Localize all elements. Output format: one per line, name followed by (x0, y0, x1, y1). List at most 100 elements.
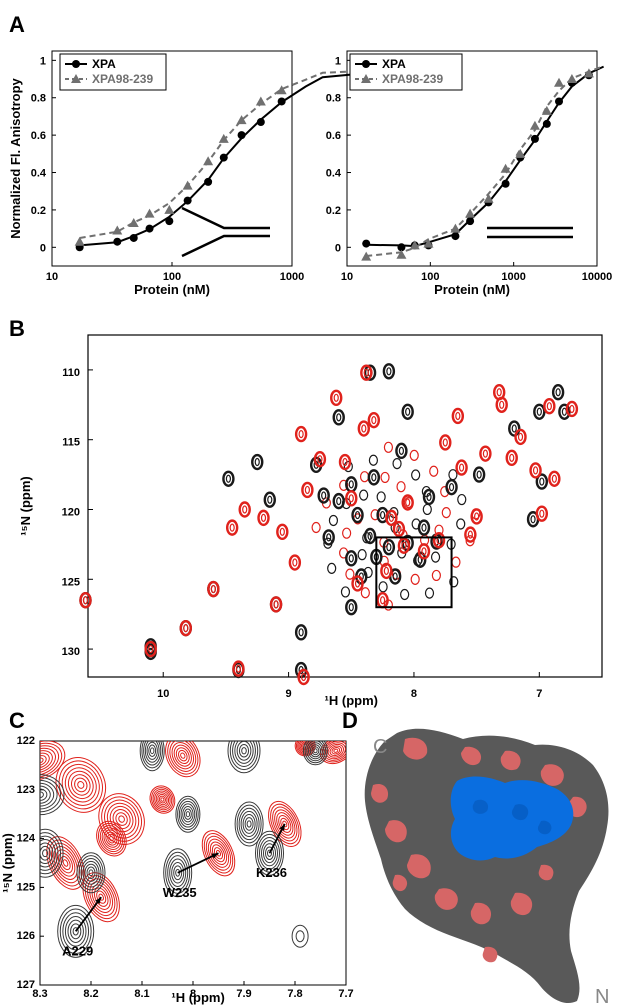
x-tick-label: 8 (190, 988, 196, 1000)
hsqc-spectrum-chart: 110 115 120 125 130 10 9 8 7 ¹H (ppm) ¹⁵N (ppm) (18, 334, 603, 708)
spectrum-peak-core-black (448, 483, 455, 492)
data-point (219, 153, 228, 162)
spectrum-peak-cluster (429, 465, 439, 477)
data-point (164, 204, 175, 214)
contour-red (96, 890, 107, 904)
spectrum-peak-core-red (260, 513, 267, 522)
spectrum-peak-black (332, 409, 345, 426)
spectrum-peak-red (297, 668, 310, 686)
contour-black (236, 741, 252, 761)
spectrum-peak-core-black (267, 495, 273, 504)
y-axis-label: ¹⁵N (ppm) (0, 833, 15, 893)
legend-marker (362, 60, 370, 68)
shift-arrow-w235 (177, 852, 219, 874)
spectrum-peak-black (294, 624, 308, 641)
y-tick-label: 0.2 (326, 205, 341, 217)
contour-black (238, 743, 250, 758)
contour-red (55, 757, 107, 813)
spectrum-peak-black (551, 384, 565, 401)
contour-black (304, 741, 327, 764)
spectrum-peak-black (558, 403, 571, 420)
contour-black (178, 800, 197, 828)
contour-black (40, 785, 51, 804)
data-point (183, 196, 192, 205)
spectrum-peak-black (263, 491, 276, 508)
spectrum-peak-red (392, 520, 406, 538)
spectrum-peak-core-red (467, 530, 473, 539)
contour-red (175, 747, 190, 765)
spectrum-peak-cluster (360, 587, 370, 599)
spectrum-peak-core-red (474, 512, 480, 521)
contour-black (143, 741, 162, 766)
y-axis-label: Normalized Fl. Anisotropy (8, 77, 23, 238)
data-point (145, 224, 154, 233)
data-point (361, 251, 372, 261)
spectrum-peak-core-red (342, 457, 348, 467)
contour-group (40, 741, 346, 958)
legend-label: XPA (92, 57, 116, 71)
contour-black (180, 803, 196, 825)
y-tick-label: 0 (40, 242, 46, 254)
spectrum-peak-core-black (348, 554, 354, 563)
spectrum-peak-black (382, 538, 396, 556)
binding-curve-chart-right: 0 0.2 0.4 0.6 0.8 1 10 100 1000 10000 Protein (nM)… (326, 50, 612, 297)
spectrum-peak-red (417, 543, 431, 560)
surface-c-terminus-label: C (373, 736, 387, 758)
shift-arrowhead (95, 897, 102, 904)
x-tick-label: 100 (163, 271, 181, 283)
spectrum-peak-cluster (400, 588, 410, 601)
contour-black (244, 817, 254, 831)
spectrum-peak-red (401, 494, 414, 511)
spectrum-peak-black (395, 442, 408, 460)
contour-red (55, 849, 76, 877)
data-point (112, 225, 123, 235)
data-point (144, 208, 155, 218)
data-point (218, 133, 229, 143)
data-point (566, 74, 577, 84)
data-point (483, 193, 494, 203)
contour-black (148, 744, 157, 757)
shift-arrowhead (279, 823, 285, 831)
panel-letter-c: C (9, 708, 25, 733)
contour-red (115, 812, 128, 826)
contour-red (64, 767, 97, 803)
data-point (236, 115, 247, 125)
spectrum-peak-black (345, 550, 358, 567)
spectrum-peak-cluster (380, 471, 390, 484)
y-tick-label: 0.2 (31, 205, 46, 217)
spectrum-peak-cluster (430, 551, 441, 563)
spectrum-peak-core-red (333, 393, 339, 402)
spectrum-peak-black (417, 519, 431, 536)
data-point (423, 238, 434, 248)
contour-red (105, 831, 118, 846)
contour-black (40, 774, 65, 816)
contour-black (40, 845, 51, 861)
contour-black (311, 746, 320, 756)
fit-curve-xpa (366, 65, 605, 248)
y-axis-label: ¹⁵N (ppm) (18, 476, 33, 536)
data-point (276, 85, 287, 95)
spectrum-peak-core-black (386, 543, 392, 552)
spectrum-peak-cluster (457, 493, 467, 506)
spectrum-peak-core-red (298, 430, 304, 439)
spectrum-peak-cluster (327, 562, 337, 574)
data-point (128, 218, 139, 227)
contour-red (46, 836, 85, 890)
contour-red (270, 803, 300, 845)
data-point (530, 134, 539, 143)
spectrum-peak-cluster (456, 518, 466, 530)
contour-black (42, 849, 49, 858)
contour-black (59, 908, 92, 955)
spectrum-peak-core-black (254, 457, 260, 467)
contour-red (93, 887, 109, 907)
surface-blue-shading (472, 799, 552, 835)
peak-label-a229: A229 (62, 943, 93, 958)
spectrum-peak-core-red (532, 466, 539, 475)
contour-red (177, 749, 188, 762)
y-tick-label: 124 (17, 833, 36, 845)
spectrum-peak-core-black (398, 446, 405, 455)
spectrum-peak-core-red (292, 558, 298, 567)
spectrum-peak-red (432, 531, 446, 549)
y-tick-label: 0.4 (326, 168, 342, 180)
contour-red (106, 802, 137, 836)
